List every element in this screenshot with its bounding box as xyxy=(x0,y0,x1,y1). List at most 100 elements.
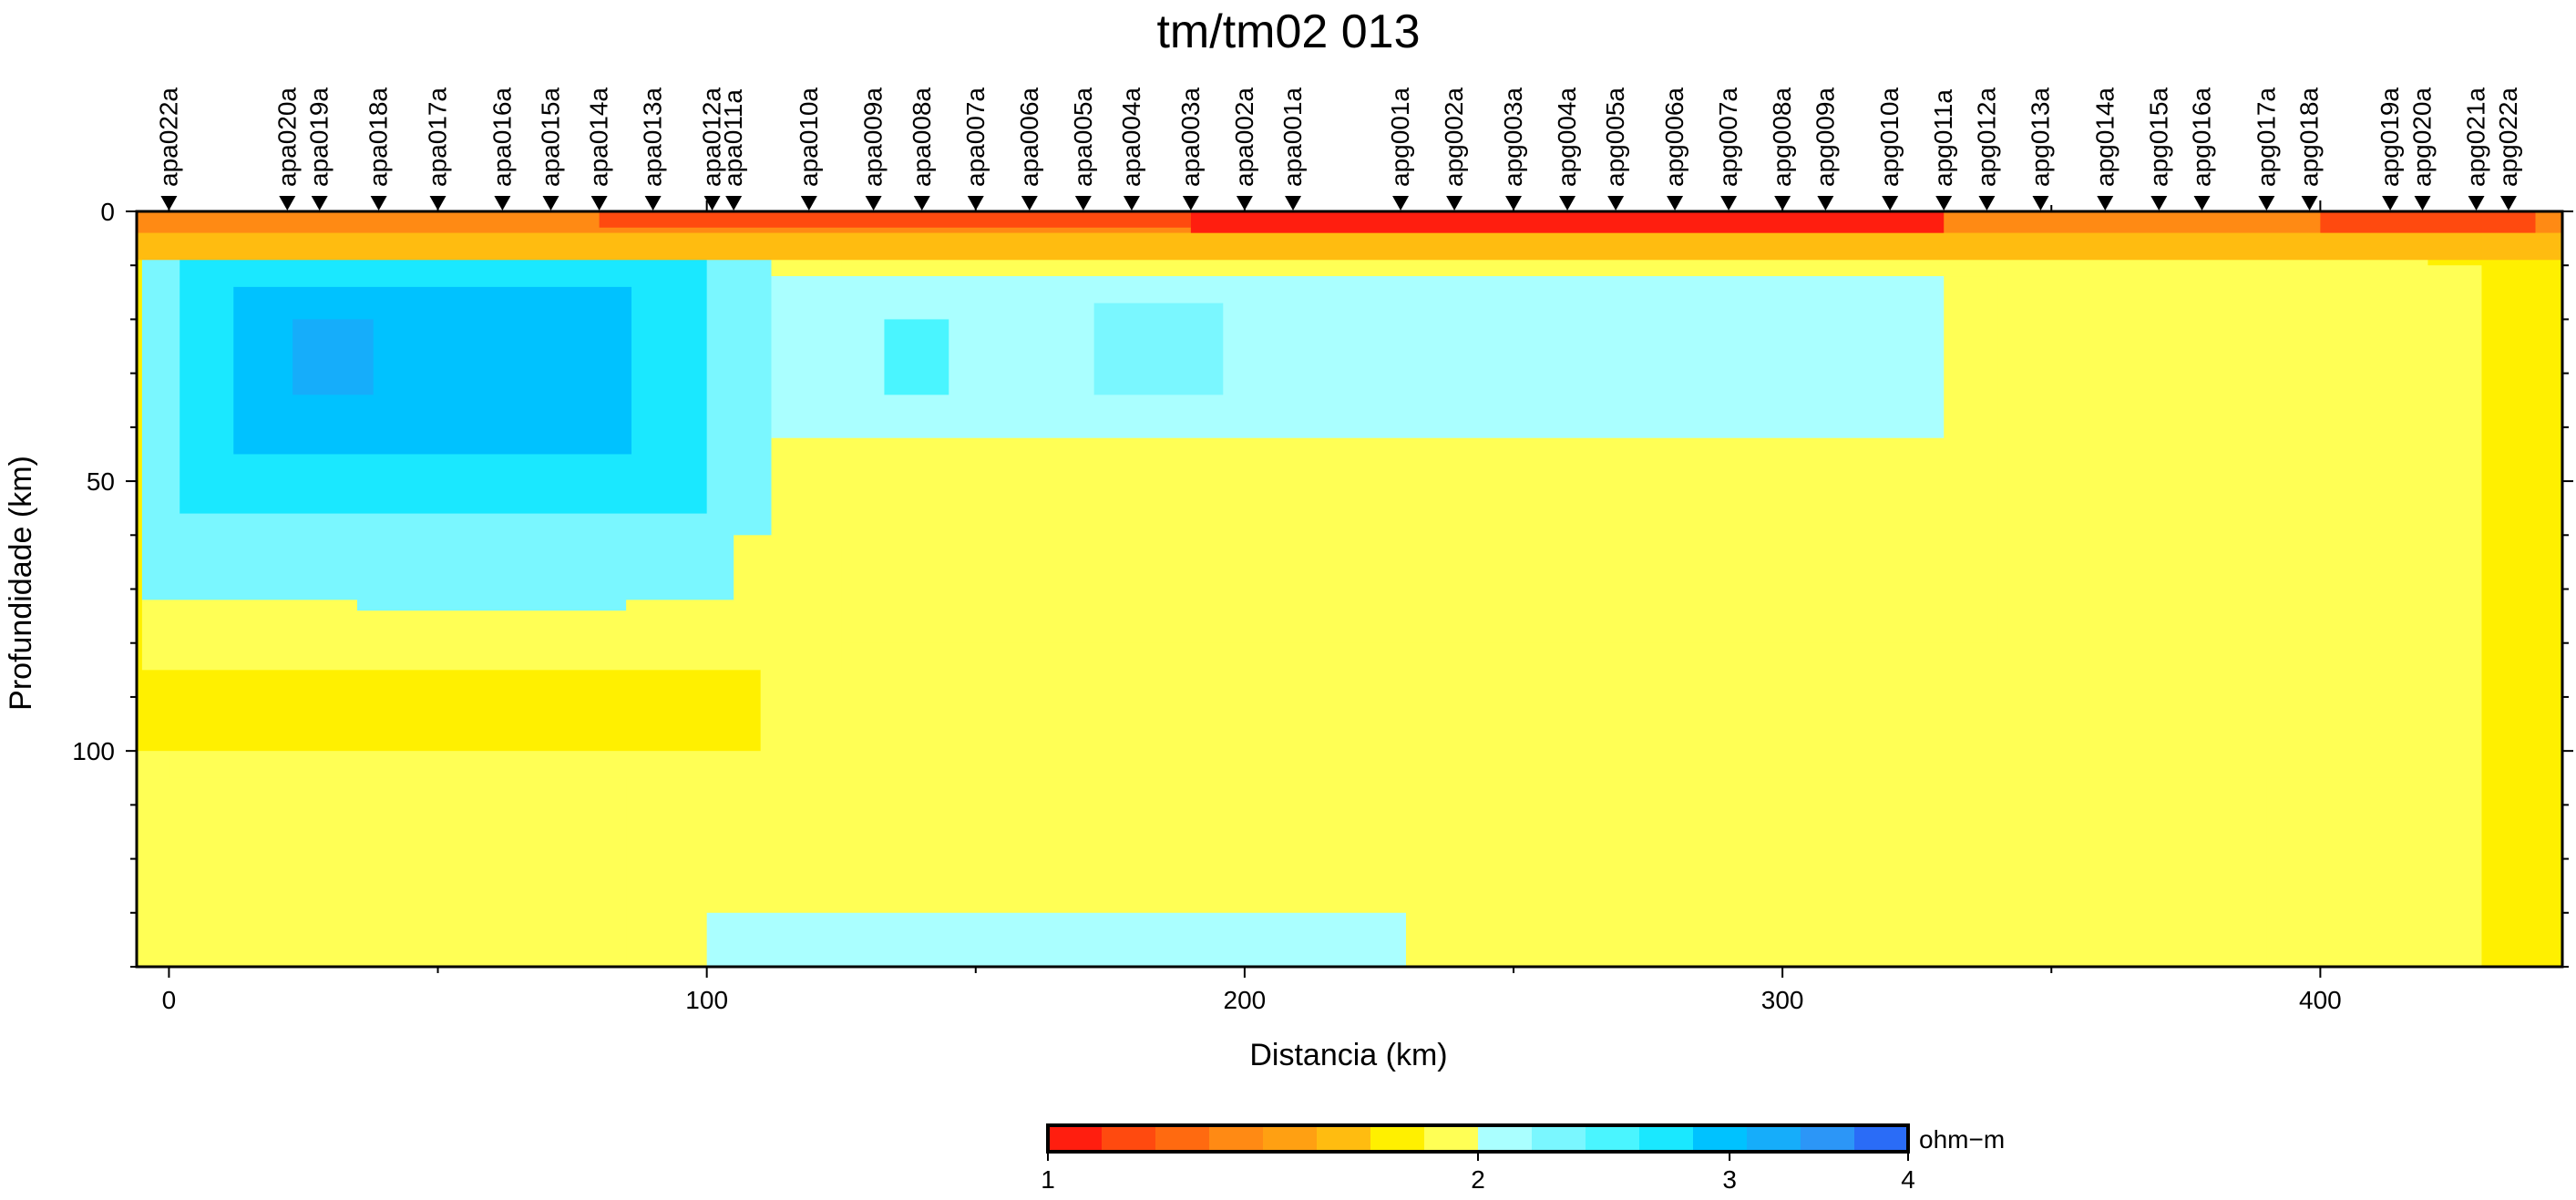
station-label: apg020a xyxy=(2408,87,2437,187)
station-label: apa011a xyxy=(719,89,747,187)
station-label: apa006a xyxy=(1015,87,1043,187)
x-axis: 0 100 200 300 400 xyxy=(162,200,2342,1014)
station-label: apg014a xyxy=(2090,87,2119,187)
station-marker xyxy=(2193,196,2211,210)
station-marker xyxy=(1817,196,1834,210)
colorbar-swatch xyxy=(1532,1125,1586,1152)
station-label: apg017a xyxy=(2252,87,2280,187)
heatmap-cells xyxy=(137,211,2562,967)
station-label: apg002a xyxy=(1440,87,1468,187)
x-tick-label: 300 xyxy=(1761,986,1804,1014)
colorbar-swatch xyxy=(1424,1125,1479,1152)
station-label: apg005a xyxy=(1601,87,1629,187)
station-label: apa010a xyxy=(795,87,823,187)
heatmap-cell xyxy=(2320,211,2536,233)
colorbar-swatch xyxy=(1639,1125,1694,1152)
station-marker xyxy=(1607,196,1625,210)
colorbar-swatch xyxy=(1209,1125,1264,1152)
station-marker xyxy=(1074,196,1092,210)
station-label: apa019a xyxy=(305,87,334,187)
station-label: apa022a xyxy=(154,87,182,187)
station-marker xyxy=(1505,196,1523,210)
station-label: apg016a xyxy=(2188,87,2216,187)
y-tick-label: 100 xyxy=(72,737,115,765)
station-label: apg007a xyxy=(1714,87,1742,187)
colorbar-swatch xyxy=(1478,1125,1533,1152)
station-marker xyxy=(494,196,511,210)
colorbar-tick-label: 3 xyxy=(1722,1165,1737,1194)
station-label: apg006a xyxy=(1660,87,1688,187)
colorbar-unit: ohm−m xyxy=(1919,1125,2005,1154)
station-marker xyxy=(2414,196,2431,210)
y-tick-label: 0 xyxy=(100,198,115,226)
station-label: apg011a xyxy=(1929,89,1957,187)
station-label: apg003a xyxy=(1499,87,1527,187)
heatmap-cell xyxy=(1093,303,1224,395)
station-label: apg019a xyxy=(2376,87,2404,187)
station-label: apa004a xyxy=(1117,87,1145,187)
y-axis-title: Profundidade (km) xyxy=(4,456,38,711)
station-label: apa012a xyxy=(698,87,726,187)
station-marker xyxy=(1935,196,1953,210)
station-marker xyxy=(800,196,817,210)
station-label: apa009a xyxy=(859,87,888,187)
colorbar-swatch xyxy=(1102,1125,1156,1152)
colorbar-swatch xyxy=(1155,1125,1210,1152)
station-marker xyxy=(2258,196,2275,210)
station-marker xyxy=(1182,196,1199,210)
station-marker xyxy=(279,196,296,210)
station-label: apg004a xyxy=(1553,87,1581,187)
station-label: apa001a xyxy=(1278,87,1307,187)
station-marker xyxy=(2150,196,2168,210)
station-label: apg001a xyxy=(1386,87,1414,187)
station-label: apa013a xyxy=(639,87,667,187)
station-marker xyxy=(2382,196,2399,210)
station-label: apg021a xyxy=(2462,87,2490,187)
chart-title: tm/tm02 013 xyxy=(1156,5,1420,58)
colorbar-swatch xyxy=(1854,1125,1909,1152)
station-marker xyxy=(644,196,662,210)
heatmap-cell xyxy=(292,319,374,395)
station-label: apa007a xyxy=(961,87,990,187)
station-label: apa008a xyxy=(908,87,936,187)
station-marker xyxy=(1559,196,1576,210)
station-marker xyxy=(1667,196,1684,210)
station-marker xyxy=(2499,196,2517,210)
x-tick-label: 200 xyxy=(1224,986,1267,1014)
colorbar-swatch xyxy=(1048,1125,1103,1152)
heatmap-cell xyxy=(706,912,1406,967)
station-marker xyxy=(2097,196,2114,210)
heatmap-cell xyxy=(884,319,949,395)
station-marker xyxy=(1978,196,1996,210)
station-label: apg009a xyxy=(1811,87,1839,187)
station-marker xyxy=(2468,196,2485,210)
station-label: apa018a xyxy=(364,87,393,187)
station-marker xyxy=(590,196,608,210)
colorbar-swatch xyxy=(1693,1125,1748,1152)
colorbar-swatch xyxy=(1586,1125,1640,1152)
station-marker xyxy=(2032,196,2049,210)
station-marker xyxy=(1392,196,1410,210)
station-label: apa016a xyxy=(487,87,516,187)
station-marker xyxy=(703,196,721,210)
station-label: apa005a xyxy=(1069,87,1097,187)
colorbar-tick-label: 4 xyxy=(1901,1165,1915,1194)
station-marker xyxy=(967,196,984,210)
heatmap-cell xyxy=(137,232,2562,261)
colorbar-tick-label: 2 xyxy=(1471,1165,1485,1194)
colorbar-swatch xyxy=(1747,1125,1801,1152)
station-marker xyxy=(1123,196,1140,210)
station-marker xyxy=(542,196,559,210)
station-marker xyxy=(865,196,882,210)
station-label: apa014a xyxy=(585,87,613,187)
x-tick-label: 400 xyxy=(2299,986,2342,1014)
station-marker xyxy=(1882,196,1899,210)
heatmap-cell xyxy=(357,535,627,611)
station-marker xyxy=(1021,196,1038,210)
y-axis: 0 50 100 xyxy=(72,198,2573,968)
station-label: apa003a xyxy=(1176,87,1205,187)
x-tick-label: 0 xyxy=(162,986,177,1014)
station-marker xyxy=(370,196,387,210)
